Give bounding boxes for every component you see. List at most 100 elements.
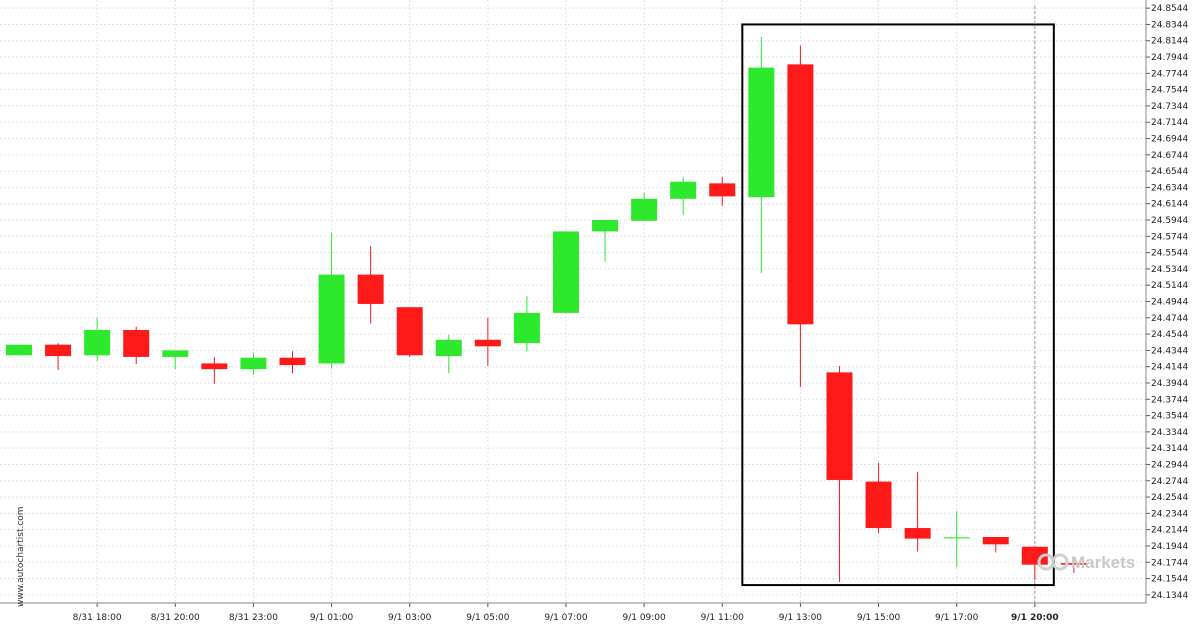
candle — [45, 343, 72, 370]
y-tick-label: 24.4744 — [1151, 314, 1188, 324]
y-tick-label: 24.7144 — [1151, 118, 1188, 128]
candle — [943, 510, 970, 568]
y-axis-labels: 24.8544 24.8344 24.8144 24.7944 24.7744 24.75… — [1151, 4, 1188, 601]
candle — [6, 344, 32, 356]
y-tick-label: 24.4344 — [1151, 346, 1188, 356]
y-tick-label: 24.4144 — [1151, 363, 1188, 373]
candle — [84, 317, 111, 361]
y-tick-label: 24.3744 — [1151, 395, 1188, 405]
candle-body — [1060, 563, 1087, 565]
candle — [631, 192, 658, 221]
x-tick-label: 9/1 07:00 — [544, 613, 588, 623]
candle — [787, 45, 814, 388]
candle-body — [84, 330, 111, 356]
candle — [513, 295, 540, 352]
candle — [826, 365, 853, 582]
candle-body — [435, 339, 462, 357]
y-tick-label: 24.5144 — [1151, 281, 1188, 291]
candle — [982, 536, 1009, 553]
candle — [904, 471, 931, 552]
y-tick-label: 24.3344 — [1151, 428, 1188, 438]
candle — [709, 176, 736, 207]
candle — [552, 231, 579, 314]
candle-body — [631, 198, 658, 221]
candle-body — [357, 274, 384, 304]
x-tick-label: 8/31 20:00 — [151, 613, 200, 623]
candle-body — [513, 312, 540, 344]
candles — [6, 36, 1087, 582]
y-tick-label: 24.1744 — [1151, 558, 1188, 568]
y-tick-label: 24.2944 — [1151, 460, 1188, 470]
candle-body — [45, 344, 72, 357]
x-tick-label: 8/31 23:00 — [229, 613, 278, 623]
candle — [123, 326, 150, 365]
y-tick-label: 24.2744 — [1151, 477, 1188, 487]
y-tick-label: 24.8344 — [1151, 20, 1188, 30]
y-tick-label: 24.1944 — [1151, 542, 1188, 552]
candle-body — [552, 231, 579, 313]
candle — [318, 233, 345, 369]
candle — [474, 317, 501, 366]
candle — [162, 350, 189, 370]
y-tick-label: 24.5944 — [1151, 216, 1188, 226]
candle-body — [240, 357, 267, 370]
candle-body — [1021, 546, 1048, 565]
y-tick-label: 24.6944 — [1151, 135, 1188, 145]
y-tick-label: 24.5544 — [1151, 249, 1188, 259]
y-tick-label: 24.3944 — [1151, 379, 1188, 389]
y-tick-label: 24.8144 — [1151, 37, 1188, 47]
candle — [1021, 546, 1048, 581]
y-tick-label: 24.8544 — [1151, 4, 1188, 14]
candle-body — [982, 536, 1009, 545]
y-tick-label: 24.3144 — [1151, 444, 1188, 454]
candle-body — [396, 307, 423, 356]
x-tick-label: 9/1 09:00 — [622, 613, 666, 623]
y-tick-label: 24.2344 — [1151, 509, 1188, 519]
candle-body — [787, 64, 814, 325]
broker-logo-mark — [1037, 553, 1069, 571]
x-tick-label: 9/1 05:00 — [466, 613, 510, 623]
candle-body — [592, 220, 619, 232]
x-tick-label: 9/1 03:00 — [388, 613, 432, 623]
y-tick-label: 24.7344 — [1151, 102, 1188, 112]
pattern-box — [741, 23, 1055, 587]
y-tick-label: 24.3544 — [1151, 412, 1188, 422]
candle-body — [826, 372, 853, 480]
y-tick-label: 24.6744 — [1151, 151, 1188, 161]
candle — [201, 356, 228, 384]
y-tick-label: 24.7744 — [1151, 69, 1188, 79]
x-tick-label: 9/1 01:00 — [310, 613, 354, 623]
x-tick-label: 9/1 13:00 — [779, 613, 823, 623]
x-tick-label: 9/1 17:00 — [935, 613, 979, 623]
x-tick-label: 8/31 18:00 — [73, 613, 122, 623]
candle-body — [474, 339, 501, 347]
x-axis-labels: 8/31 18:00 8/31 20:00 8/31 23:00 9/1 01:00 9… — [73, 613, 1059, 623]
candle-body — [279, 357, 306, 366]
candle-body — [865, 481, 892, 529]
y-tick-label: 24.7544 — [1151, 86, 1188, 96]
watermark-text: www.autochartist.com — [16, 506, 26, 607]
candle — [592, 220, 619, 262]
candle-body — [123, 330, 150, 357]
y-tick-label: 24.1344 — [1151, 591, 1188, 601]
candle-body — [162, 350, 189, 357]
candle — [748, 36, 775, 273]
candle — [240, 352, 267, 375]
y-tick-label: 24.5744 — [1151, 232, 1188, 242]
y-tick-label: 24.4544 — [1151, 330, 1188, 340]
pattern-highlight — [741, 6, 1055, 603]
candle — [865, 462, 892, 533]
candle-body — [670, 181, 697, 199]
x-tick-label: 9/1 11:00 — [701, 613, 745, 623]
candle — [435, 334, 462, 374]
y-tick-label: 24.6144 — [1151, 200, 1188, 210]
candle-body — [709, 183, 736, 197]
y-tick-label: 24.1544 — [1151, 575, 1188, 585]
y-tick-label: 24.7944 — [1151, 53, 1188, 63]
candle-body — [748, 67, 775, 198]
candle — [279, 351, 306, 374]
candle-body — [318, 274, 345, 364]
y-tick-label: 24.5344 — [1151, 265, 1188, 275]
